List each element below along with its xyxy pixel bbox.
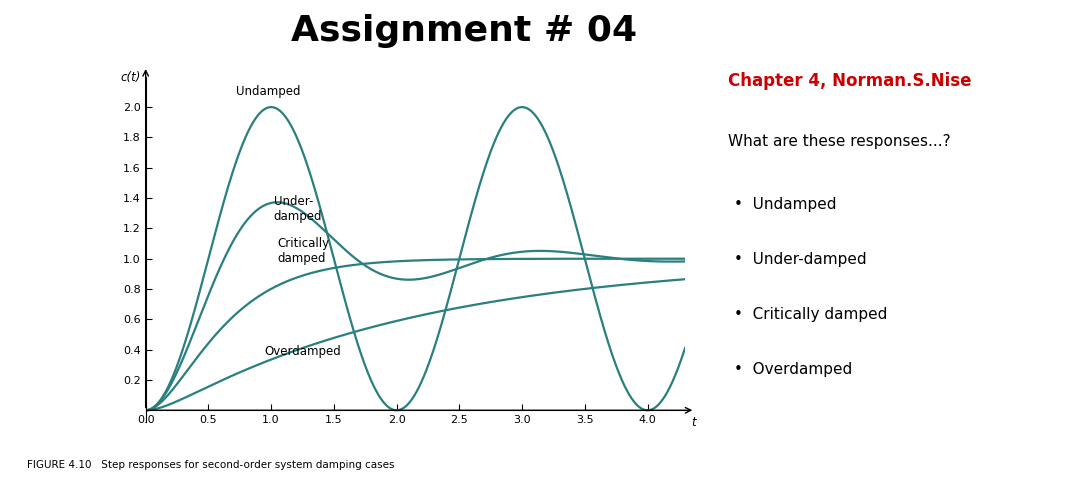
- Text: c(t): c(t): [121, 72, 140, 84]
- Text: t: t: [692, 416, 696, 429]
- Text: What are these responses...?: What are these responses...?: [728, 134, 951, 149]
- Text: FIGURE 4.10   Step responses for second-order system damping cases: FIGURE 4.10 Step responses for second-or…: [27, 460, 395, 470]
- Text: Critically
damped: Critically damped: [277, 238, 329, 265]
- Text: Overdamped: Overdamped: [264, 345, 342, 358]
- Text: •  Undamped: • Undamped: [734, 197, 836, 212]
- Text: Assignment # 04: Assignment # 04: [291, 14, 637, 48]
- Text: •  Under-damped: • Under-damped: [734, 252, 866, 267]
- Text: Undamped: Undamped: [236, 85, 300, 98]
- Text: Chapter 4, Norman.S.Nise: Chapter 4, Norman.S.Nise: [728, 72, 972, 90]
- Text: Under-
damped: Under- damped: [274, 195, 323, 223]
- Text: •  Overdamped: • Overdamped: [734, 362, 852, 377]
- Text: •  Critically damped: • Critically damped: [734, 307, 887, 322]
